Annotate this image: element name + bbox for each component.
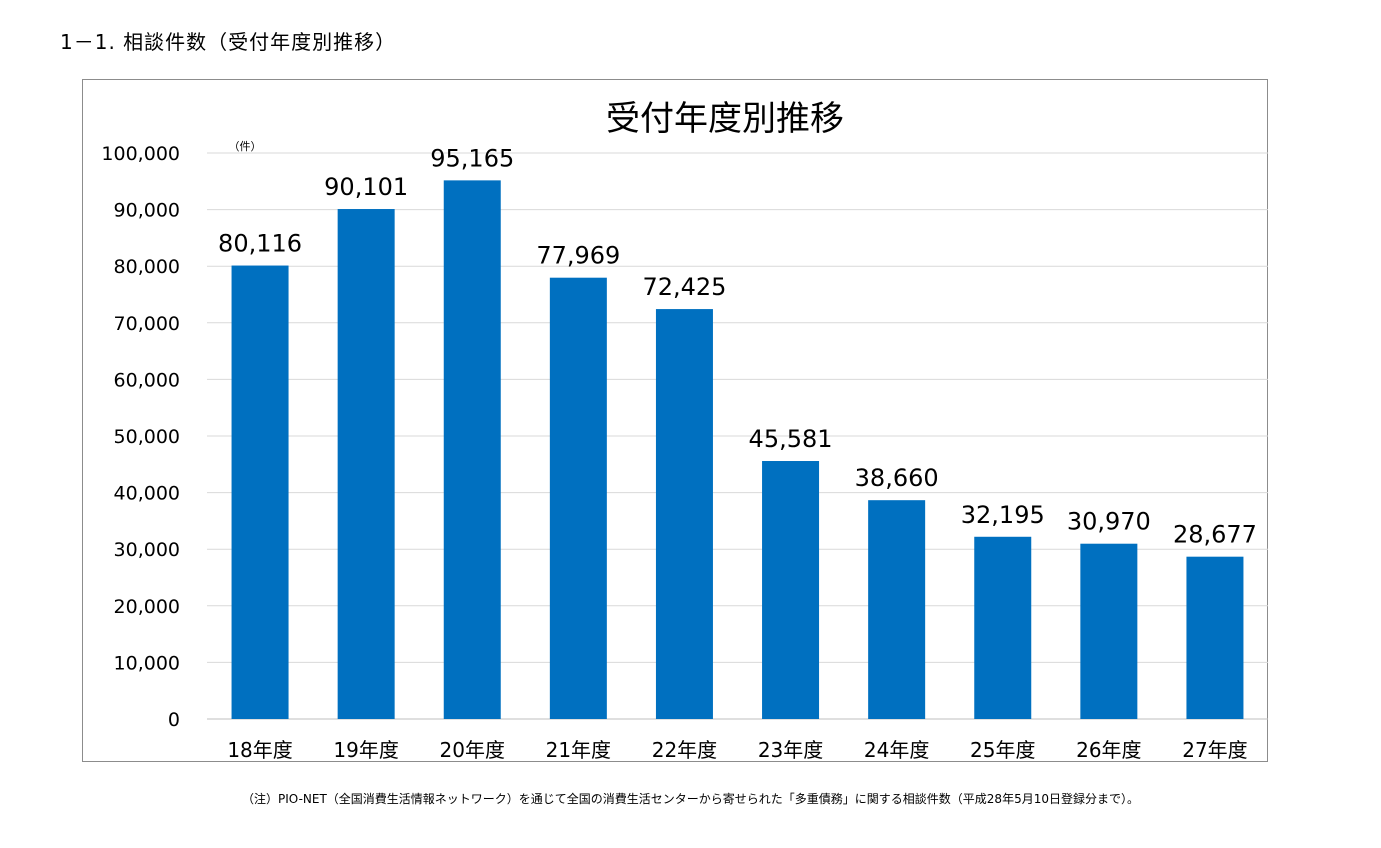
data-label: 90,101 — [324, 173, 408, 201]
bar — [443, 180, 501, 720]
y-tick-label: 50,000 — [114, 426, 180, 448]
bar — [231, 265, 289, 719]
y-tick-label: 60,000 — [114, 369, 180, 391]
x-tick-label: 18年度 — [227, 738, 292, 762]
x-tick-label: 21年度 — [546, 738, 611, 762]
data-label: 38,660 — [855, 464, 939, 492]
footnote: （注）PIO-NET（全国消費生活情報ネットワーク）を通じて全国の消費生活センタ… — [242, 792, 1139, 806]
data-label: 45,581 — [749, 425, 833, 453]
x-tick-label: 27年度 — [1182, 738, 1247, 762]
bar — [1080, 543, 1138, 719]
y-tick-label: 100,000 — [101, 143, 180, 165]
section-heading: 1－1. 相談件数（受付年度別推移） — [60, 30, 397, 54]
bar — [868, 500, 926, 719]
y-tick-label: 0 — [168, 709, 180, 731]
x-tick-label: 20年度 — [440, 738, 505, 762]
data-label: 30,970 — [1067, 508, 1151, 536]
x-tick-label: 23年度 — [758, 738, 823, 762]
y-tick-label: 30,000 — [114, 539, 180, 561]
data-label: 95,165 — [430, 144, 514, 172]
data-label: 72,425 — [642, 273, 726, 301]
data-label: 32,195 — [961, 501, 1045, 529]
y-tick-label: 80,000 — [114, 256, 180, 278]
y-tick-label: 20,000 — [114, 596, 180, 618]
x-tick-label: 24年度 — [864, 738, 929, 762]
bar — [974, 536, 1032, 719]
x-tick-label: 25年度 — [970, 738, 1035, 762]
bar — [1186, 556, 1244, 719]
chart-title: 受付年度別推移 — [606, 99, 844, 139]
y-tick-label: 10,000 — [114, 652, 180, 674]
y-tick-label: 40,000 — [114, 483, 180, 505]
y-unit-label: （件） — [229, 140, 262, 153]
x-tick-label: 22年度 — [652, 738, 717, 762]
data-label: 28,677 — [1173, 521, 1257, 549]
x-tick-label: 19年度 — [333, 738, 398, 762]
bar — [549, 277, 607, 719]
y-tick-label: 70,000 — [114, 313, 180, 335]
data-label: 77,969 — [536, 242, 620, 270]
bar — [655, 309, 713, 719]
data-label: 80,116 — [218, 230, 302, 258]
y-tick-label: 90,000 — [114, 200, 180, 222]
x-tick-label: 26年度 — [1076, 738, 1141, 762]
bar — [337, 209, 395, 720]
bar — [762, 461, 820, 719]
